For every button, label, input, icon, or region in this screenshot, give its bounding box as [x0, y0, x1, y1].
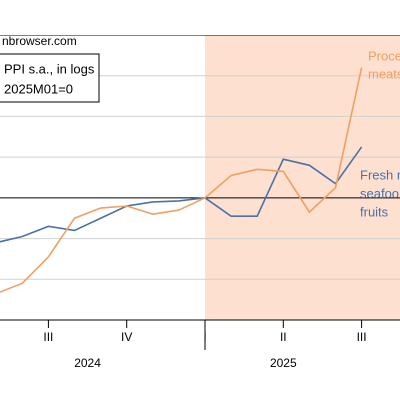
legend-text: PPI s.a., in logs [4, 61, 95, 76]
series-label: Proce [368, 48, 400, 63]
year-label: 2024 [74, 356, 101, 370]
x-tick-label: IV [121, 330, 132, 344]
series-label: fruits [360, 204, 389, 219]
series-label: meats [368, 66, 400, 81]
x-tick-label: II [280, 330, 287, 344]
legend-box [0, 53, 100, 103]
source: nbrowser.com [2, 34, 77, 48]
series-line [0, 67, 363, 293]
x-tick-label: III [357, 330, 367, 344]
year-label: 2025 [270, 356, 297, 370]
series-line [0, 146, 363, 243]
series-label: Fresh r [360, 167, 400, 182]
x-tick-label: III [43, 330, 53, 344]
legend-text: 2025M01=0 [4, 81, 73, 96]
shaded-region [205, 35, 400, 320]
plot-area [0, 35, 400, 320]
series-label: seafoo [360, 186, 399, 201]
